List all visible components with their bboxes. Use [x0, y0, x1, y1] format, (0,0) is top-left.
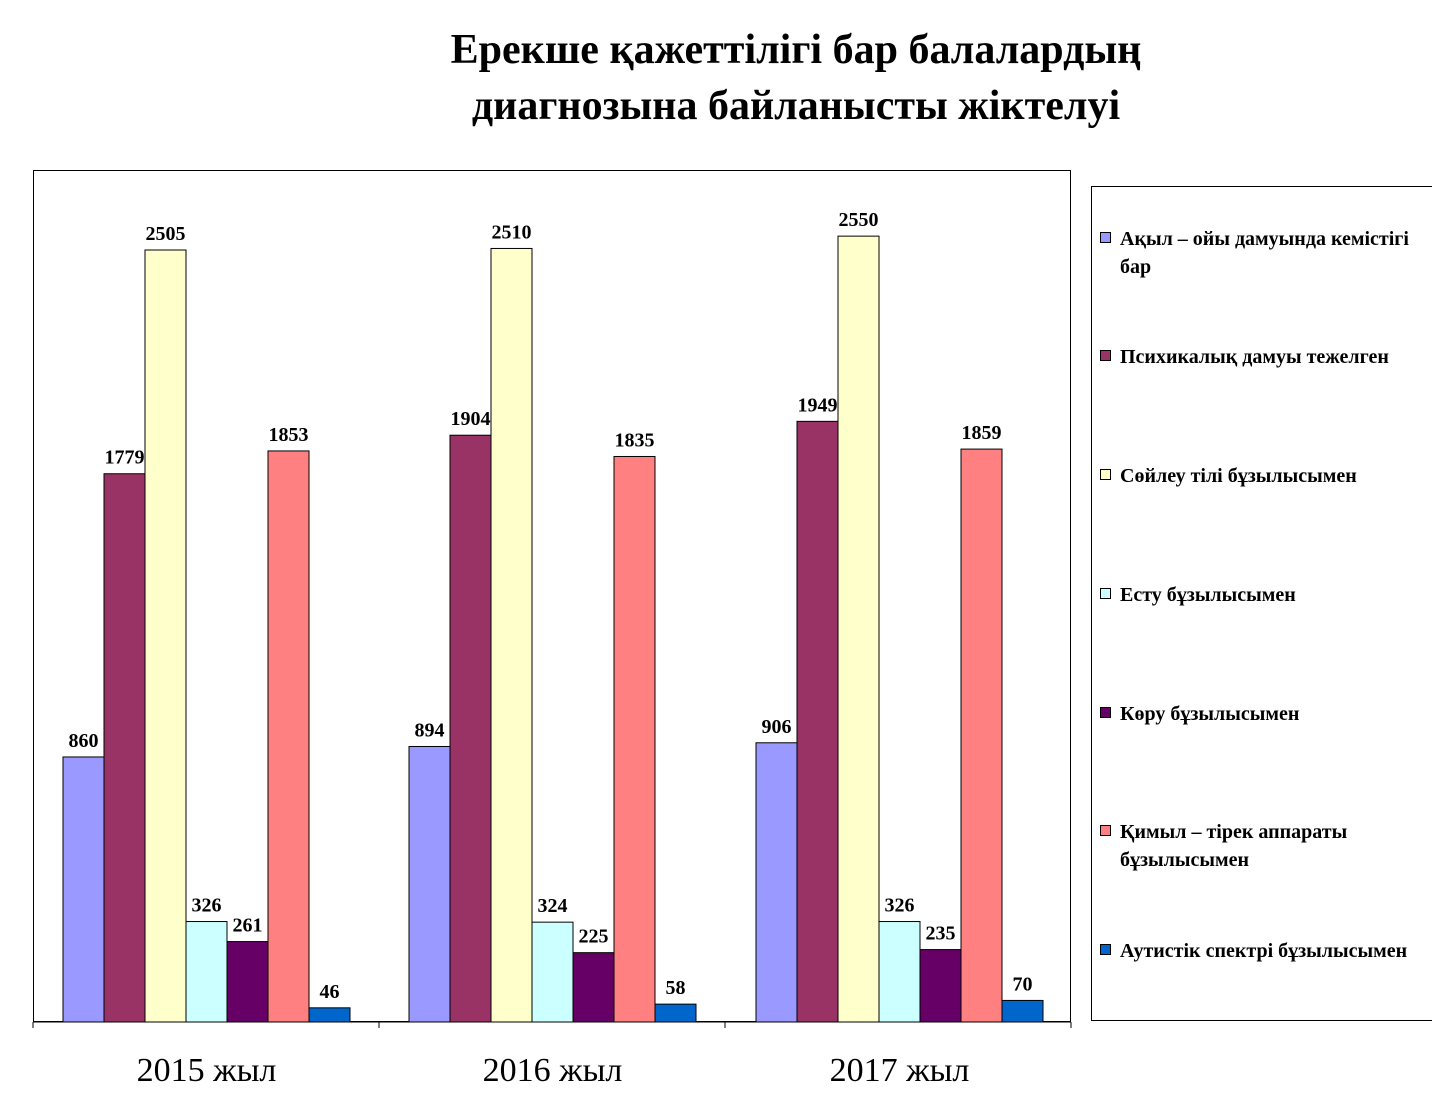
data-label: 1853 [269, 424, 309, 446]
bar [185, 921, 228, 1023]
bar [144, 249, 187, 1023]
legend: Ақыл – ойы дамуында кемістігі бар Психик… [1091, 186, 1432, 1021]
legend-item: Ақыл – ойы дамуында кемістігі бар [1100, 225, 1430, 281]
data-label: 324 [538, 895, 568, 917]
data-label: 894 [415, 719, 445, 741]
legend-swatch [1100, 232, 1111, 243]
bar [878, 921, 921, 1023]
bar [572, 952, 615, 1023]
legend-label: Қимыл – тірек аппараты бұзылысымен [1120, 821, 1348, 871]
legend-item: Есту бұзылысымен [1100, 581, 1430, 609]
x-tick-label: 2016 жыл [483, 1052, 623, 1089]
bar [62, 756, 105, 1023]
x-tick-label: 2017 жыл [830, 1052, 970, 1089]
legend-swatch [1100, 469, 1111, 480]
bar [103, 473, 146, 1023]
data-label: 906 [762, 716, 792, 738]
legend-label: Сөйлеу тілі бұзылысымен [1120, 465, 1357, 487]
data-label: 1835 [615, 429, 655, 451]
legend-swatch [1100, 825, 1111, 836]
data-label: 1904 [451, 408, 491, 430]
legend-item: Қимыл – тірек аппараты бұзылысымен [1100, 818, 1430, 874]
bar [308, 1007, 351, 1023]
data-label: 58 [666, 977, 686, 999]
data-label: 225 [579, 926, 609, 948]
data-label: 2550 [839, 209, 879, 231]
data-label: 70 [1013, 973, 1033, 995]
data-label: 2505 [146, 223, 186, 245]
bar [408, 745, 451, 1023]
bar [654, 1003, 697, 1023]
data-label: 1949 [798, 394, 838, 416]
bar [267, 450, 310, 1023]
bar [837, 235, 880, 1023]
bar [226, 941, 269, 1023]
data-label: 235 [926, 923, 956, 945]
bar [796, 420, 839, 1023]
data-label: 46 [320, 981, 340, 1003]
data-label: 2510 [492, 221, 532, 243]
bar [490, 247, 533, 1023]
bar [531, 921, 574, 1023]
legend-label: Аутистік спектрі бұзылысымен [1120, 940, 1408, 962]
bar [613, 455, 656, 1023]
legend-label: Көру бұзылысымен [1120, 703, 1300, 725]
legend-swatch [1100, 944, 1111, 955]
bar [755, 742, 798, 1023]
legend-label: Психикалық дамуы тежелген [1120, 346, 1389, 368]
x-tick-label: 2015 жыл [137, 1052, 277, 1089]
data-label: 1859 [962, 422, 1002, 444]
legend-label: Есту бұзылысымен [1120, 584, 1296, 606]
bar [960, 448, 1003, 1023]
chart-title-line-1: Ерекше қажеттілігі бар балалардың [450, 27, 1142, 73]
data-label: 326 [885, 895, 915, 917]
bar [1001, 999, 1044, 1023]
legend-item: Сөйлеу тілі бұзылысымен [1100, 462, 1430, 490]
legend-item: Аутистік спектрі бұзылысымен [1100, 937, 1430, 965]
legend-item: Психикалық дамуы тежелген [1100, 343, 1430, 371]
data-label: 1779 [105, 447, 145, 469]
data-label: 261 [233, 915, 263, 937]
legend-swatch [1100, 707, 1111, 718]
legend-item: Көру бұзылысымен [1100, 700, 1430, 728]
data-label: 326 [192, 895, 222, 917]
chart-title: Ерекше қажеттілігі бар балалардың диагно… [60, 22, 1432, 134]
legend-swatch [1100, 350, 1111, 361]
legend-swatch [1100, 588, 1111, 599]
legend-label: Ақыл – ойы дамуында кемістігі бар [1120, 228, 1409, 278]
bar [919, 949, 962, 1023]
bar [449, 434, 492, 1023]
chart-title-line-2: диагнозына байланысты жіктелуі [471, 83, 1121, 129]
data-label: 860 [69, 730, 99, 752]
